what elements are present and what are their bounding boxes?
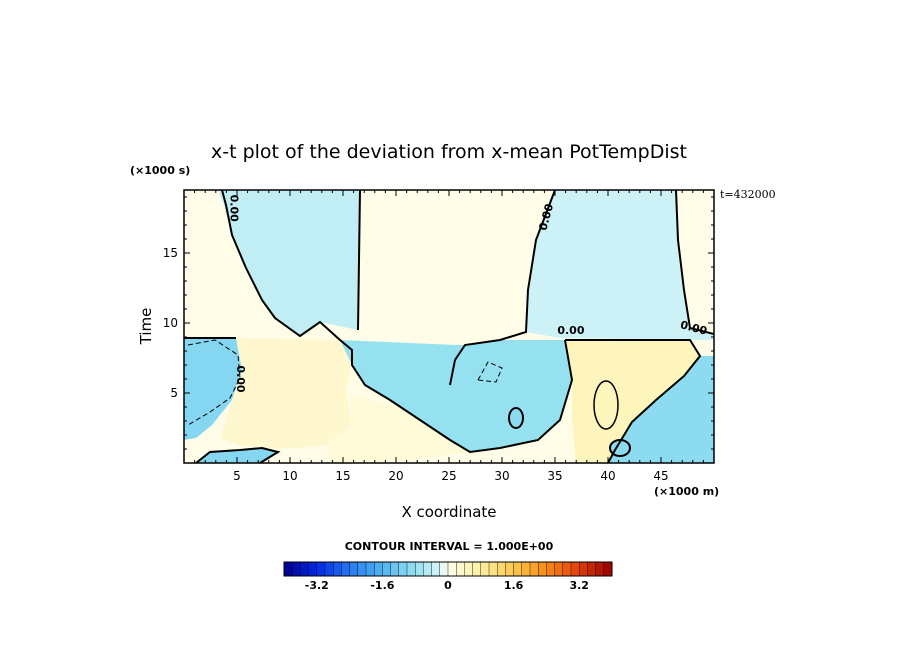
colorbar-swatch [333, 561, 342, 577]
x-tick-label: 10 [282, 469, 297, 483]
contour-field [184, 190, 714, 463]
y-axis-label: Time [137, 308, 155, 346]
colorbar-tick-label: -1.6 [370, 579, 394, 592]
colorbar-swatch [292, 561, 301, 577]
colorbar-swatch [497, 561, 506, 577]
x-tick-label: 25 [441, 469, 456, 483]
colorbar-swatch [283, 561, 293, 577]
lower-middle-positive [326, 395, 470, 463]
colorbar-swatch [423, 561, 433, 577]
y-tick-label: 15 [163, 246, 178, 260]
colorbar-swatch [300, 561, 310, 577]
chart-title: x-t plot of the deviation from x-mean Po… [211, 141, 687, 163]
colorbar-swatch [488, 561, 498, 577]
colorbar-swatch [529, 561, 539, 577]
colorbar-swatch [521, 561, 531, 577]
upper-right-negative [526, 190, 714, 340]
zero-contour [195, 446, 281, 463]
lower-right-positive [565, 340, 700, 463]
colorbar-swatch [538, 561, 547, 577]
axes: 5 10 15 20 25 30 35 40 45 5 10 15 [163, 190, 714, 483]
x-tick-label: 15 [335, 469, 350, 483]
negative-contour [477, 361, 503, 383]
colorbar-swatch [390, 561, 400, 577]
colorbar-swatch [439, 561, 449, 577]
contour-label: 0.00 [234, 365, 247, 392]
x-axis-label: X coordinate [401, 503, 496, 521]
colorbar-swatch [365, 561, 375, 577]
x-unit-label: (×1000 m) [654, 485, 719, 498]
colorbar-swatch [341, 561, 351, 577]
colorbar-tick-label: 1.6 [504, 579, 524, 592]
y-tick-label: 5 [170, 386, 178, 400]
zero-contour [565, 339, 702, 463]
time-stamp: t=432000 [720, 188, 776, 201]
colorbar: -3.2 -1.6 0 1.6 3.2 [283, 561, 613, 592]
colorbar-swatch [546, 561, 556, 577]
colorbar-swatch [316, 561, 326, 577]
upper-blue-negative [218, 190, 360, 336]
colorbar-swatch [415, 561, 424, 577]
lower-left-positive [220, 338, 352, 448]
colorbar-tick-label: -3.2 [305, 579, 329, 592]
x-tick-label: 30 [494, 469, 509, 483]
y-unit-label: (×1000 s) [130, 164, 190, 177]
colorbar-swatch [456, 561, 465, 577]
colorbar-swatch [406, 561, 416, 577]
zero-contour [357, 190, 361, 331]
x-tick-label: 45 [653, 469, 668, 483]
lower-right-negative [608, 356, 714, 463]
colorbar-swatch [324, 561, 334, 577]
contour-label: 0.00 [557, 324, 584, 337]
colorbar-swatch [480, 561, 490, 577]
colorbar-tick-label: 3.2 [569, 579, 589, 592]
positive-cell-a [594, 381, 618, 429]
colorbar-swatch [357, 561, 367, 577]
x-tick-label: 20 [388, 469, 403, 483]
zero-contour [221, 190, 574, 454]
colorbar-swatch [603, 561, 613, 577]
colorbar-swatch [447, 561, 457, 577]
colorbar-swatch [382, 561, 392, 577]
colorbar-swatch [349, 561, 359, 577]
colorbar-frame [283, 561, 613, 577]
zero-contours [184, 190, 714, 463]
negative-contour [187, 339, 241, 426]
colorbar-swatch [562, 561, 572, 577]
colorbar-swatch [431, 561, 441, 577]
colorbar-swatch [554, 561, 564, 577]
x-tick-label: 5 [233, 469, 241, 483]
x-tick-label: 40 [600, 469, 615, 483]
colorbar-swatch [579, 561, 588, 577]
contour-label: 0.00 [228, 195, 241, 222]
colorbar-tick-label: 0 [444, 579, 452, 592]
zero-contour [593, 380, 619, 430]
colorbar-swatch [374, 561, 383, 577]
colorbar-swatch [570, 561, 580, 577]
colorbar-swatch [595, 561, 605, 577]
negative-cell-a [509, 408, 523, 428]
colorbar-swatch [587, 561, 597, 577]
zero-contour [675, 190, 714, 335]
zero-contour [449, 190, 556, 386]
colorbar-swatch [308, 561, 318, 577]
x-tick-label: 35 [547, 469, 562, 483]
lower-left-negative [184, 338, 242, 440]
contour-interval-text: CONTOUR INTERVAL = 1.000E+00 [345, 540, 554, 553]
zero-contour [609, 439, 631, 457]
colorbar-swatch [472, 561, 482, 577]
colorbar-swatch [398, 561, 408, 577]
colorbar-swatch [464, 561, 474, 577]
y-tick-label: 10 [163, 316, 178, 330]
zero-contour [508, 407, 524, 429]
colorbar-swatch [505, 561, 515, 577]
colorbar-swatch [513, 561, 523, 577]
